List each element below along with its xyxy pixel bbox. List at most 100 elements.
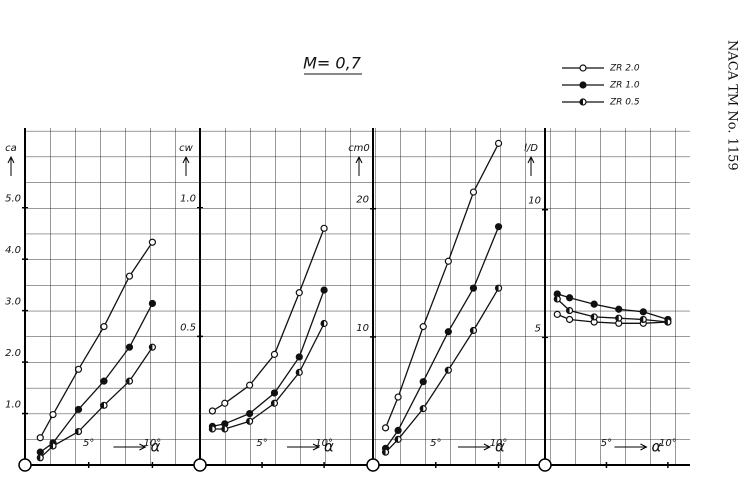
y-tick-label: 3.0	[5, 297, 21, 308]
marker	[419, 378, 427, 386]
y-label-arrowhead	[182, 155, 190, 164]
marker	[590, 300, 598, 308]
marker	[639, 308, 647, 316]
marker-half	[640, 316, 644, 323]
marker-ring	[125, 343, 134, 351]
marker-half	[580, 99, 583, 105]
marker-ring	[381, 424, 390, 432]
marker	[553, 310, 561, 318]
marker-half	[126, 378, 130, 385]
marker-ring	[565, 294, 574, 302]
marker-ring	[615, 305, 623, 313]
marker	[579, 98, 587, 106]
marker	[639, 315, 647, 324]
marker	[394, 426, 402, 435]
marker	[270, 389, 279, 397]
marker-ring	[579, 81, 587, 89]
marker	[148, 299, 157, 308]
marker-half	[149, 344, 153, 351]
marker	[565, 294, 574, 302]
marker	[615, 314, 623, 322]
marker	[36, 434, 44, 442]
marker	[148, 343, 157, 351]
marker	[125, 272, 134, 280]
marker-half	[296, 369, 300, 376]
y-label-arrowhead	[527, 155, 535, 164]
marker-ring	[444, 328, 452, 336]
marker-ring	[469, 188, 478, 196]
marker-ring	[419, 323, 427, 331]
marker	[148, 238, 157, 246]
marker-ring	[148, 299, 157, 308]
marker-half	[566, 307, 570, 314]
x-label-arrowhead	[483, 443, 492, 451]
marker	[125, 377, 134, 385]
marker-ring	[639, 308, 647, 316]
marker-ring	[221, 399, 229, 407]
y-tick-label: 10	[356, 323, 369, 334]
marker-ring	[208, 407, 217, 415]
marker-ring	[469, 284, 478, 292]
marker	[579, 64, 587, 72]
marker	[270, 399, 279, 407]
marker	[381, 424, 390, 432]
marker-ring	[36, 434, 44, 442]
marker-ring	[590, 300, 598, 308]
origin-circle	[538, 458, 552, 472]
marker	[246, 381, 254, 389]
y-tick-label: 0.5	[180, 322, 196, 333]
x-tick-label: 5°	[256, 438, 267, 449]
marker	[553, 295, 561, 303]
x-axis-label: α	[150, 438, 160, 456]
marker-ring	[419, 378, 427, 386]
x-axis-label: α	[324, 438, 334, 456]
marker	[49, 442, 57, 450]
marker	[100, 401, 108, 409]
marker-half	[271, 400, 275, 407]
x-tick-label: 10°	[659, 438, 677, 449]
marker	[221, 425, 229, 433]
marker	[469, 326, 478, 335]
y-tick-label: 2.0	[5, 348, 21, 359]
x-label-arrowhead	[640, 443, 648, 451]
marker-half	[664, 319, 668, 326]
marker	[74, 405, 83, 414]
marker-ring	[74, 405, 83, 414]
grid-paper	[25, 128, 690, 465]
series-line	[384, 143, 500, 429]
marker-ring	[394, 426, 402, 435]
marker-half	[554, 296, 558, 303]
document-note: NACA TM No. 1159	[725, 40, 740, 171]
marker	[74, 365, 83, 373]
marker-half	[321, 320, 325, 327]
y-tick-label: 5	[535, 323, 541, 334]
marker	[36, 454, 44, 462]
marker-ring	[148, 238, 157, 246]
marker-half	[495, 285, 499, 292]
y-axis-label: l/D	[524, 143, 538, 154]
marker-ring	[494, 223, 503, 231]
marker	[590, 313, 598, 321]
marker	[565, 315, 574, 324]
x-label-arrowhead	[312, 443, 321, 451]
marker	[246, 409, 254, 418]
marker	[494, 139, 503, 147]
y-tick-label: 20	[356, 195, 369, 206]
y-label-arrowhead	[7, 155, 15, 164]
marker	[320, 224, 328, 232]
marker-ring	[295, 353, 303, 361]
marker-half	[615, 315, 619, 322]
marker	[419, 405, 427, 413]
marker	[469, 284, 478, 292]
marker	[270, 350, 279, 358]
x-tick-label: 10°	[490, 438, 508, 449]
y-tick-label: 4.0	[5, 245, 21, 256]
marker-half	[420, 405, 424, 412]
marker	[394, 393, 402, 401]
marker-ring	[320, 286, 328, 294]
marker	[494, 223, 503, 231]
marker-half	[445, 367, 449, 374]
marker	[100, 377, 108, 385]
x-label-arrowhead	[139, 443, 147, 451]
